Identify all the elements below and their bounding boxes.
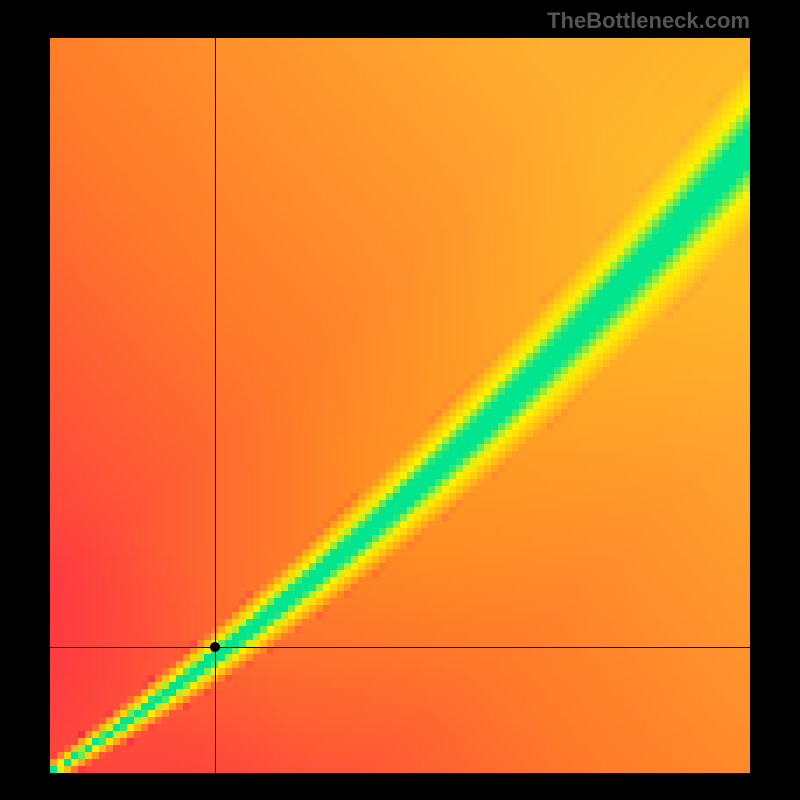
heatmap-plot bbox=[50, 38, 750, 773]
crosshair-horizontal bbox=[50, 647, 750, 648]
crosshair-vertical bbox=[215, 38, 216, 773]
watermark-text: TheBottleneck.com bbox=[547, 8, 750, 34]
crosshair-marker bbox=[210, 642, 220, 652]
heatmap-canvas bbox=[50, 38, 750, 773]
